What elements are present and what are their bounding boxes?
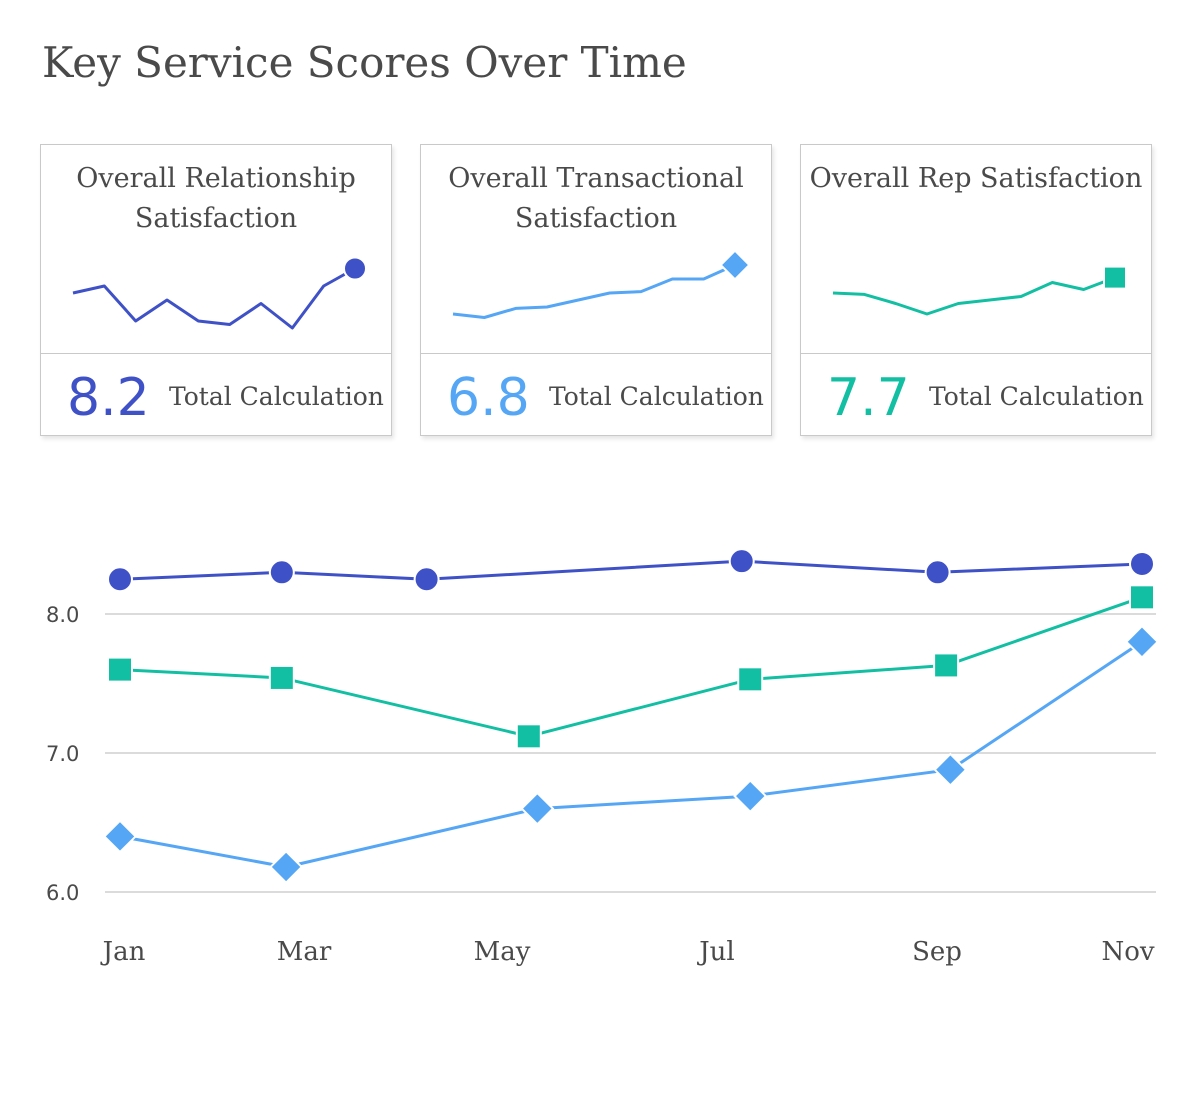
series-line-relationship [119,559,1143,581]
data-point-rep [933,652,960,679]
kpi-value: 8.2 [67,368,150,428]
data-point-rep [107,656,133,683]
data-point-relationship [1129,550,1155,577]
kpi-card-transactional: Overall Transactional Satisfaction 6.8 T… [420,144,772,436]
series-line-rep [119,595,1143,738]
series-line-transactional [119,640,1143,869]
data-point-rep [737,666,764,693]
sparkline-rep [832,265,1127,316]
data-point-transactional [520,791,555,826]
x-tick-label: Jul [696,937,734,967]
y-tick-label: 8.0 [46,603,79,627]
kpi-card-relationship: Overall Relationship Satisfaction 8.2 To… [40,144,392,436]
line-chart: 6.0 7.0 8.0 Jan Mar May Jul Sep Nov [46,548,1160,967]
data-point-transactional [933,752,968,787]
kpi-value: 6.8 [447,368,530,428]
sparkline-path [452,263,736,319]
kpi-label: Total Calculation [549,382,764,411]
card-divider [801,353,1151,354]
kpi-label: Total Calculation [929,382,1144,411]
kpi-label: Total Calculation [169,382,384,411]
data-point-transactional [1124,624,1160,659]
y-tick-label: 7.0 [46,742,79,766]
x-tick-label: Jan [100,937,146,967]
sparkline-path [72,267,356,330]
data-point-relationship [728,548,755,575]
sparkline-relationship [72,256,367,330]
card-divider [421,353,771,354]
sparkline-end-marker [719,250,751,281]
data-point-rep [268,664,295,691]
data-point-transactional [269,849,304,884]
card-divider [41,353,391,354]
y-tick-label: 6.0 [46,881,79,905]
x-tick-label: Mar [277,937,332,967]
sparkline-transactional [452,250,751,319]
data-point-rep [1129,584,1155,611]
data-point-relationship [268,559,295,586]
data-point-relationship [413,566,440,593]
data-point-transactional [102,819,138,854]
x-tick-label: Sep [912,937,962,967]
data-point-transactional [733,779,768,814]
page-title: Key Service Scores Over Time [42,38,687,87]
sparkline-path [832,276,1116,316]
kpi-card-rep: Overall Rep Satisfaction 7.7 Total Calcu… [800,144,1152,436]
card-title: Overall Transactional Satisfaction [448,163,744,234]
kpi-value: 7.7 [827,368,910,428]
x-tick-label: May [474,937,531,967]
x-tick-label: Nov [1101,937,1154,967]
card-title: Overall Rep Satisfaction [809,163,1143,194]
data-point-relationship [107,566,133,593]
data-point-relationship [924,559,951,586]
sparkline-end-marker [1103,265,1127,290]
data-point-rep [515,723,542,750]
card-title: Overall Relationship Satisfaction [76,163,356,234]
sparkline-end-marker [343,256,367,281]
